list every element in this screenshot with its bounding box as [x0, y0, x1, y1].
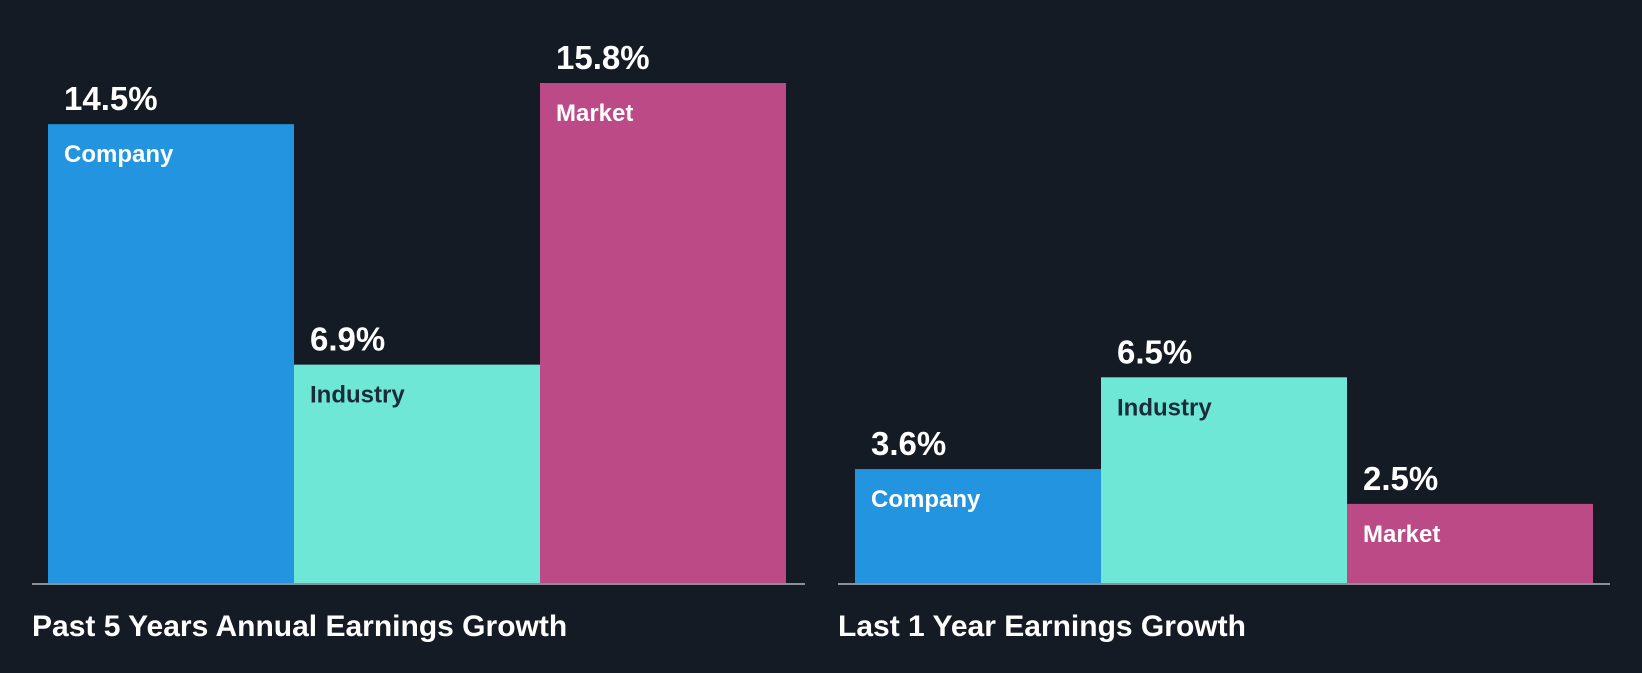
bar-company — [855, 469, 1101, 583]
panel-last-1-year: Company 3.6% Industry 6.5% Market 2.5% Last 1 … — [838, 333, 1610, 643]
bar-value-market: 15.8% — [556, 39, 650, 76]
bar-industry — [1101, 377, 1347, 583]
panel-past-5-years: Company 14.5% Industry 6.9% Market 15.8% Past … — [32, 39, 805, 643]
bar-label-industry: Industry — [1117, 394, 1212, 421]
bar-label-market: Market — [556, 100, 633, 127]
bar-value-company: 3.6% — [871, 425, 946, 462]
bar-company — [48, 124, 294, 583]
bar-value-industry: 6.5% — [1117, 333, 1192, 370]
bar-market — [1347, 503, 1593, 583]
bar-label-company: Company — [871, 486, 981, 513]
panel-2-title: Last 1 Year Earnings Growth — [838, 610, 1246, 643]
bar-label-industry: Industry — [310, 382, 405, 409]
bar-industry — [294, 364, 540, 583]
bar-value-market: 2.5% — [1363, 460, 1438, 497]
bar-market — [540, 83, 786, 583]
bar-value-company: 14.5% — [64, 80, 158, 117]
panel-1-title: Past 5 Years Annual Earnings Growth — [32, 610, 567, 643]
bar-label-market: Market — [1363, 521, 1440, 548]
bar-value-industry: 6.9% — [310, 321, 385, 358]
bar-label-company: Company — [64, 141, 174, 168]
